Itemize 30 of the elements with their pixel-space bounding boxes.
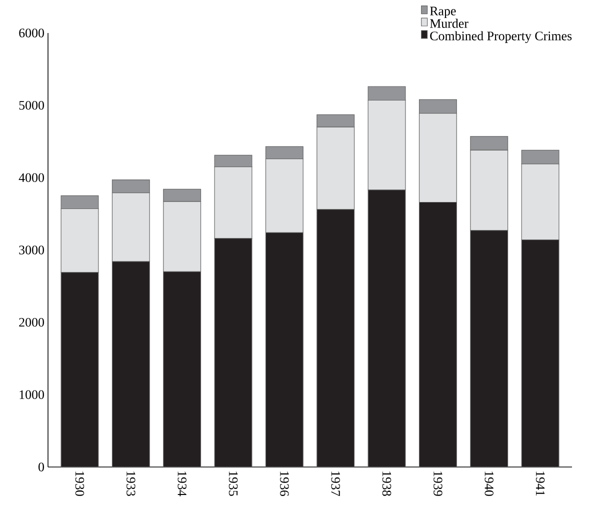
bar [112,261,150,467]
legend-label: Combined Property Crimes [430,31,572,44]
x-tick-label: 1930 [75,472,84,496]
bar [60,272,99,467]
legend-label: Rape [430,6,456,18]
x-tick-label: 1940 [484,472,494,496]
y-tick-label: 2000 [19,318,44,327]
y-tick-label: 1000 [20,390,44,400]
y-tick-label: 0 [38,462,44,472]
bar [265,232,304,467]
x-tick-label: 1939 [434,472,442,496]
y-tick-label: 3000 [19,246,44,254]
x-tick-label: 1934 [178,472,186,496]
bar [316,209,355,467]
x-tick-label: 1933 [126,472,136,496]
bar [418,202,457,467]
y-tick-label: 5000 [19,100,44,110]
bar [214,238,252,467]
bar [368,190,406,467]
bar [470,230,508,467]
x-tick-label: 1938 [382,472,392,496]
bar [521,240,560,467]
x-tick-label: 1935 [228,472,238,496]
x-tick-label: 1941 [536,472,545,496]
y-tick-label: 4000 [18,173,44,182]
legend-label: Murder [430,18,468,28]
bar [163,271,202,467]
y-tick-label: 6000 [19,28,44,38]
x-tick-label: 1937 [331,472,340,496]
x-tick-label: 1936 [280,472,289,496]
